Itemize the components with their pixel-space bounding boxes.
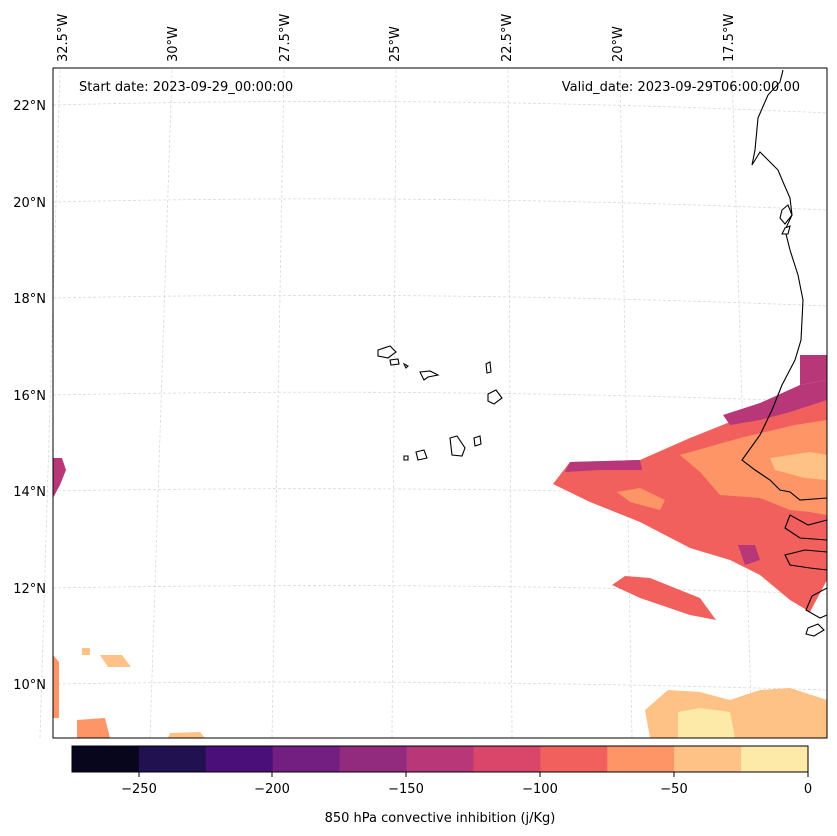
colorbar xyxy=(72,746,809,772)
colorbar-bin xyxy=(272,746,341,772)
africa-coastline xyxy=(741,69,828,501)
island-maio xyxy=(473,435,482,447)
colorbar-label: 850 hPa convective inhibition (j/Kg) xyxy=(325,811,556,826)
colorbar-bin xyxy=(473,746,541,772)
lat-label: 12°N xyxy=(13,582,46,597)
colorbar-bin xyxy=(674,746,742,772)
colorbar-tick-label: −200 xyxy=(254,782,290,797)
colorbar-bin xyxy=(406,746,474,772)
coastline xyxy=(741,69,828,637)
colorbar-tick-label: −100 xyxy=(522,782,558,797)
island-fogo xyxy=(415,449,428,461)
lon-label: 32.5°W xyxy=(56,14,71,62)
island-sao-nicolau xyxy=(419,370,440,381)
cin-region-magenta-strip xyxy=(565,460,642,472)
lat-label: 20°N xyxy=(13,196,46,211)
island-sal xyxy=(485,361,492,374)
cin-region-tan-core xyxy=(770,452,827,480)
cin-region-orange-lobe xyxy=(617,488,665,510)
lat-label: 14°N xyxy=(13,485,46,500)
colorbar-bin xyxy=(72,746,140,772)
lat-label: 22°N xyxy=(13,99,46,114)
start-date-label: Start date: 2023-09-29_00:00:00 xyxy=(79,80,293,95)
cin-region-south-east xyxy=(645,688,827,738)
island-santiago xyxy=(449,435,466,457)
island-santo-antao xyxy=(377,345,397,359)
map-frame xyxy=(52,67,828,739)
lon-label: 25°W xyxy=(388,26,403,62)
cape-verde-islands xyxy=(377,345,503,461)
colorbar-tick-label: −250 xyxy=(121,782,157,797)
colorbar-ticks: −250 −200 −150 −100 −50 0 xyxy=(121,772,812,797)
lon-label: 22.5°W xyxy=(500,14,515,62)
lon-label: 30°W xyxy=(166,26,181,62)
lon-label: 17.5°W xyxy=(722,14,737,62)
colorbar-tick-label: 0 xyxy=(804,782,812,797)
lon-label: 27.5°W xyxy=(278,14,293,62)
colorbar-tick-label: −150 xyxy=(388,782,424,797)
island-sao-vicente xyxy=(389,358,400,366)
cin-region-south-east-core xyxy=(678,708,735,738)
colorbar-frame xyxy=(71,745,809,773)
colorbar-tick-label: −50 xyxy=(660,782,687,797)
colorbar-bin xyxy=(607,746,675,772)
valid-date-label: Valid_date: 2023-09-29T06:00:00.00 xyxy=(562,80,800,95)
cin-region-west-edge xyxy=(53,458,66,498)
cin-region-small-1 xyxy=(100,655,131,667)
cin-region-small-4 xyxy=(168,732,205,738)
island-santa-luzia xyxy=(402,362,409,369)
cin-region-magenta-patch xyxy=(738,545,760,565)
colorbar-bin xyxy=(339,746,408,772)
lat-label: 16°N xyxy=(13,389,46,404)
lat-label: 18°N xyxy=(13,292,46,307)
cin-region-small-3 xyxy=(77,718,110,738)
cin-region-orange-band xyxy=(680,420,827,515)
latitude-labels: 22°N 20°N 18°N 16°N 14°N 12°N 10°N xyxy=(13,99,46,693)
colorbar-bin xyxy=(205,746,274,772)
colorbar-bin xyxy=(138,746,207,772)
island-boa-vista xyxy=(487,389,503,405)
longitude-labels: 32.5°W 30°W 27.5°W 25°W 22.5°W 20°W 17.5… xyxy=(56,14,737,62)
lat-label: 10°N xyxy=(13,678,46,693)
cin-shading xyxy=(53,355,827,738)
colorbar-bin xyxy=(540,746,608,772)
colorbar-bin xyxy=(741,746,809,772)
cin-region-magenta-corner xyxy=(800,355,827,385)
lon-label: 20°W xyxy=(611,26,626,62)
cin-region-small-2 xyxy=(82,648,90,655)
graticule xyxy=(39,69,828,739)
island-brava xyxy=(403,455,409,461)
cin-region-strip-south xyxy=(612,576,716,620)
cin-region-west-south xyxy=(53,655,59,718)
